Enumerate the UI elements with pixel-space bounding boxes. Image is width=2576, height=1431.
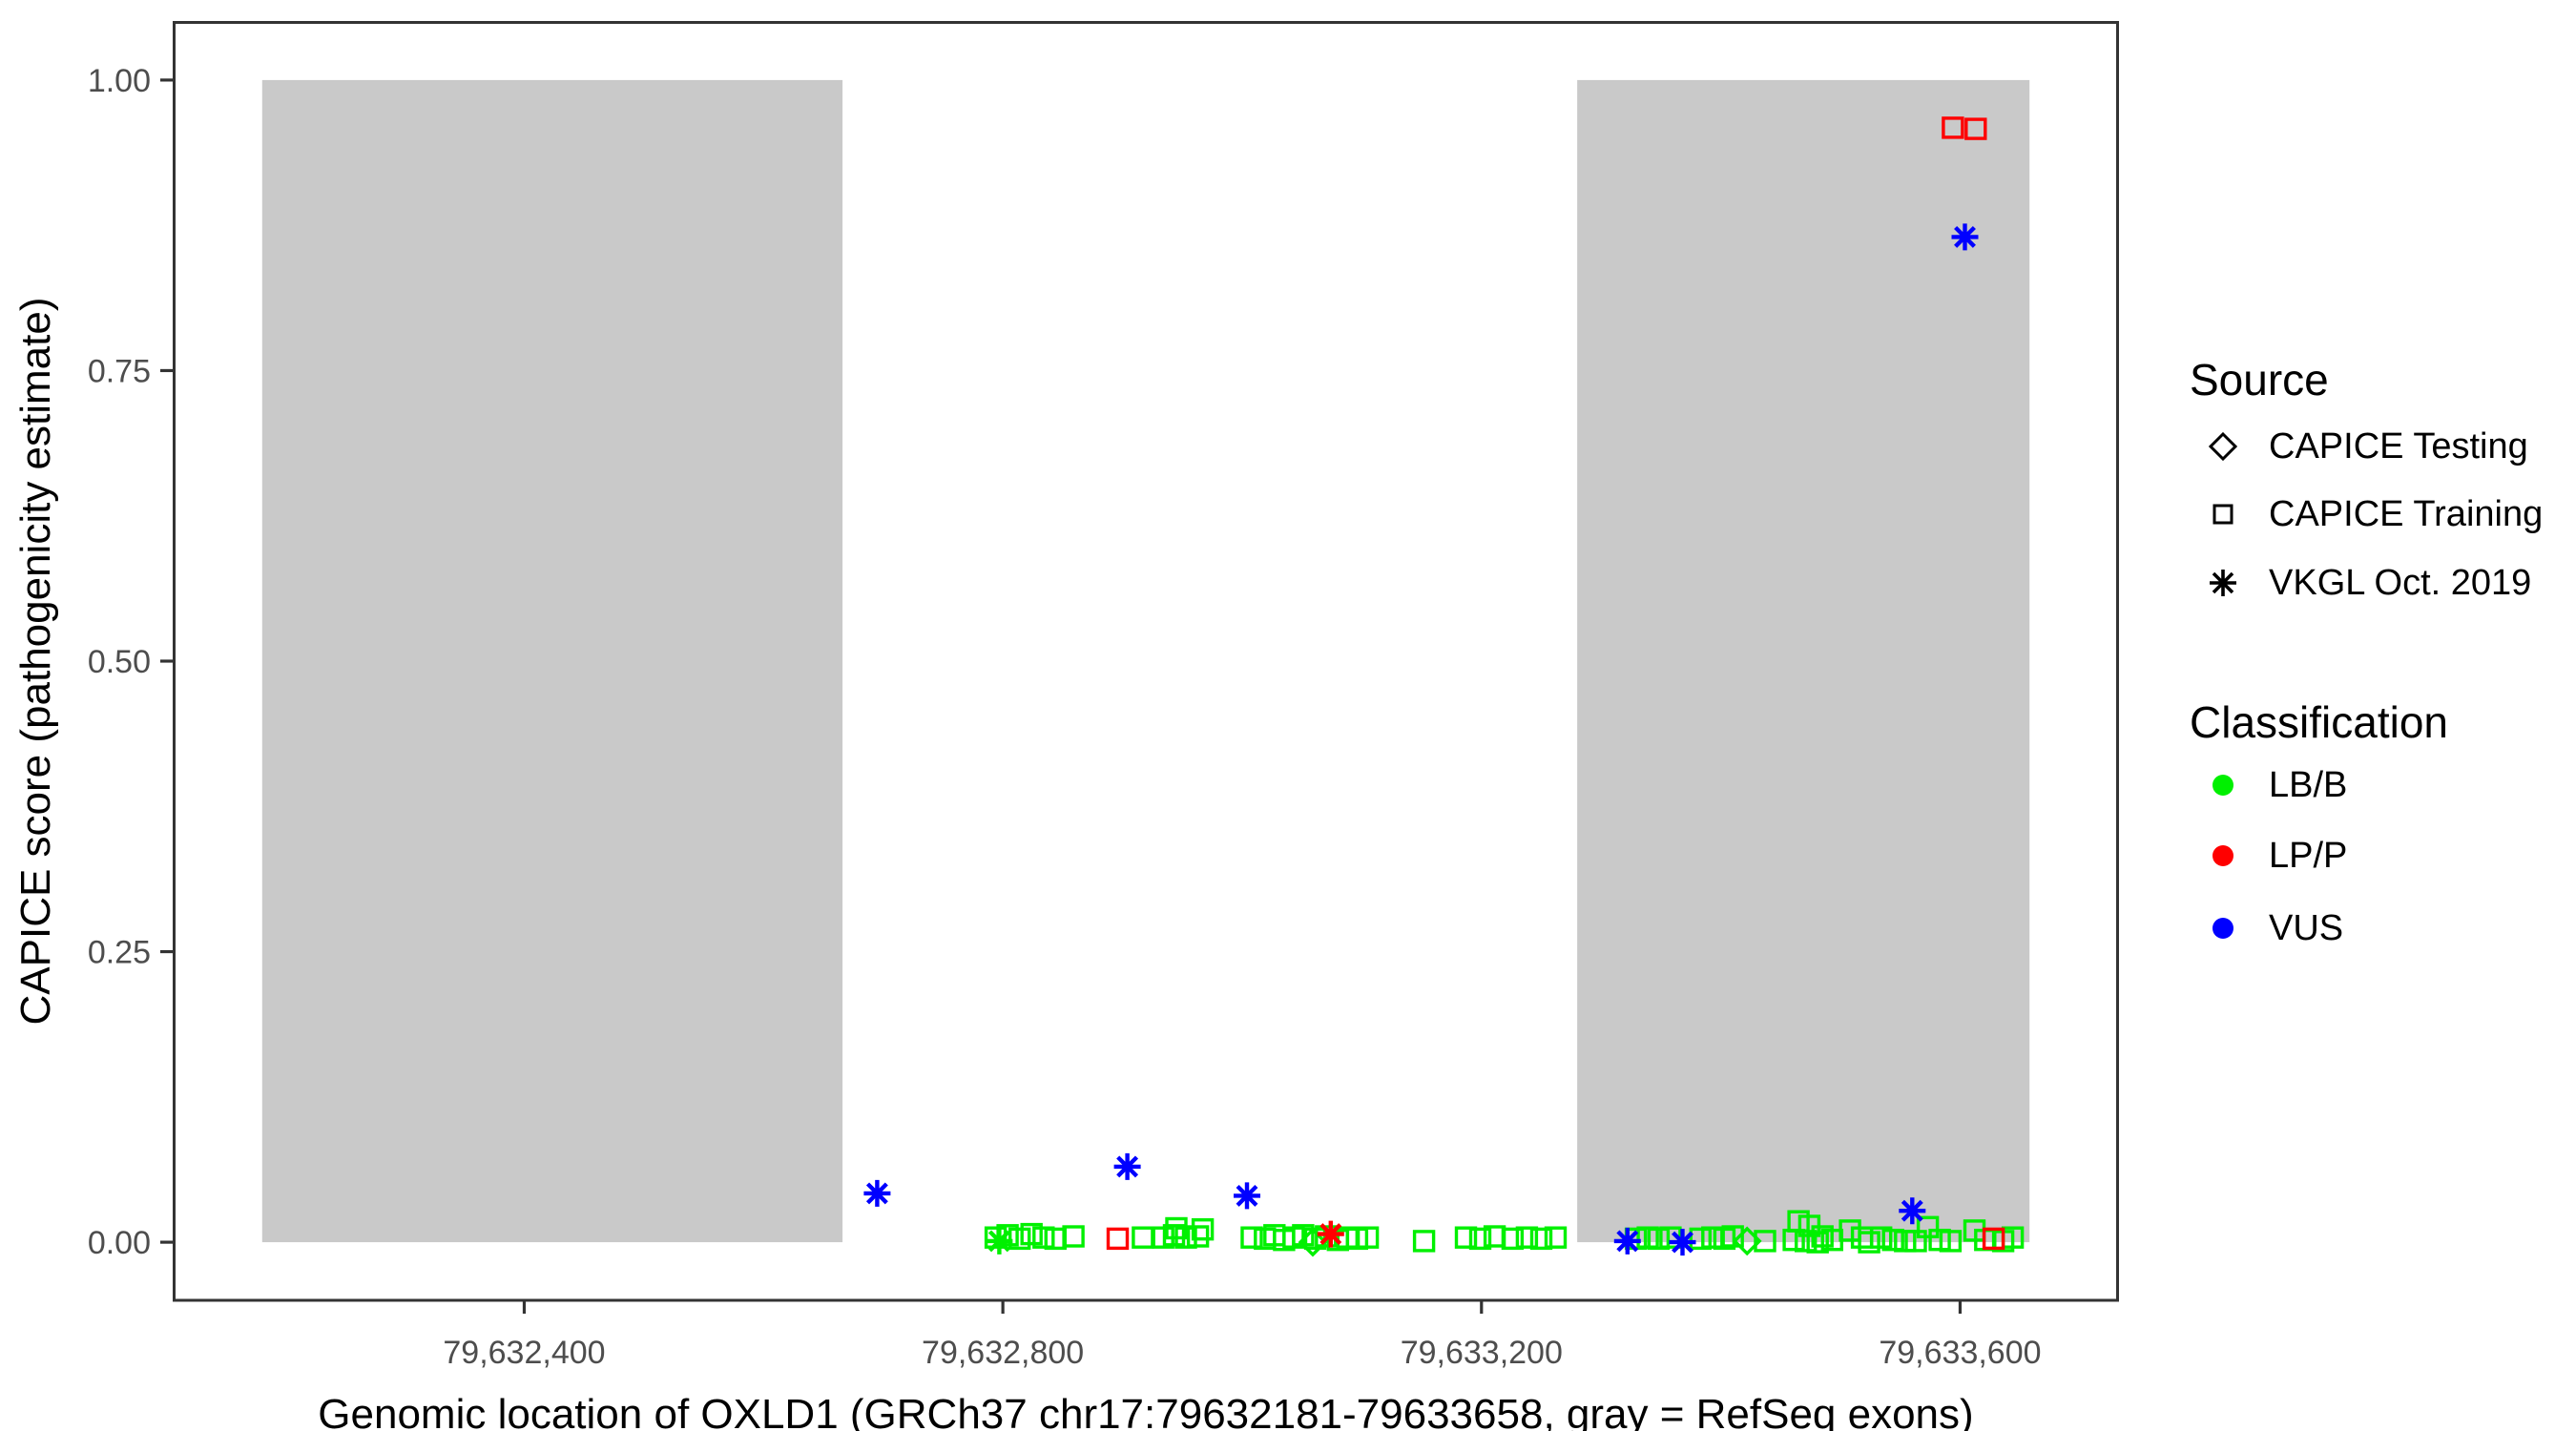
square-icon [2212, 504, 2233, 525]
data-point-square [1942, 116, 1964, 139]
diamond-icon [2208, 431, 2238, 462]
data-point-square [1062, 1225, 1085, 1248]
data-point-square [1162, 1224, 1186, 1247]
y-tick-label: 1.00 [88, 63, 151, 99]
x-axis-title: Genomic location of OXLD1 (GRCh37 chr17:… [318, 1391, 1973, 1431]
legend-item-vkgl: VKGL Oct. 2019 [2194, 560, 2531, 606]
data-point-diamond [1298, 1227, 1328, 1257]
legend-item-lbb: LB/B [2194, 762, 2347, 808]
y-axis-title: CAPICE score (pathogenicity estimate) [12, 298, 59, 1026]
data-point-square [1515, 1226, 1539, 1249]
series-vkgl-oct-2019-vus [863, 223, 1979, 1256]
asterisk-icon [2210, 570, 2236, 596]
red-dot-icon [2212, 845, 2233, 866]
data-point-square [1020, 1222, 1043, 1246]
data-point-square [1044, 1227, 1068, 1251]
y-tick-label: 0.00 [88, 1225, 151, 1261]
data-point-asterisk [1613, 1227, 1641, 1255]
data-point-square [1721, 1225, 1744, 1248]
y-tick-label: 0.75 [88, 353, 151, 389]
data-point-square [1106, 1227, 1130, 1251]
x-tick-label: 79,632,400 [443, 1335, 605, 1371]
data-point-square [1964, 117, 1987, 140]
series-vkgl-oct-2019-lb-b [986, 1227, 1013, 1255]
legend-label: VUS [2269, 907, 2344, 948]
legend-label: LP/P [2269, 835, 2348, 876]
green-dot-icon [2212, 775, 2233, 796]
data-point-square [1858, 1231, 1880, 1254]
legend-classification-title: Classification [2190, 697, 2448, 747]
data-point-square [1240, 1226, 1263, 1249]
data-point-square [1529, 1227, 1553, 1251]
data-point-square [1794, 1230, 1818, 1253]
data-point-square [1869, 1226, 1893, 1249]
data-point-square [1191, 1217, 1215, 1241]
data-point-square [1689, 1227, 1713, 1251]
data-point-square [1008, 1227, 1031, 1251]
data-point-square [1916, 1215, 1940, 1239]
data-point-square [1544, 1226, 1568, 1249]
exon-rect [1577, 79, 2030, 1243]
panel-border [173, 21, 2119, 1302]
data-point-asterisk [1951, 223, 1979, 251]
y-tick-label: 0.50 [88, 644, 151, 680]
legend-label: VKGL Oct. 2019 [2269, 562, 2532, 603]
legend-label: CAPICE Testing [2269, 425, 2528, 467]
exon-layer [261, 79, 2030, 1243]
series-capice-training-lp-p [1106, 116, 2005, 1251]
y-tick-label: 0.25 [88, 935, 151, 971]
legend-item-capice-training: CAPICE Training [2194, 491, 2543, 537]
data-point-asterisk [1234, 1182, 1260, 1210]
data-point-square [1412, 1230, 1436, 1253]
tick-layer: 79,632,400 79,632,800 79,633,200 79,633,600… [88, 63, 2042, 1371]
data-point-square [1356, 1226, 1380, 1249]
data-point-square [1186, 1225, 1210, 1248]
legend-source-title: Source [2190, 355, 2329, 404]
legend-item-vus: VUS [2194, 905, 2343, 951]
legend-label: LB/B [2269, 764, 2348, 805]
data-point-square [1647, 1227, 1671, 1251]
data-point-square [1904, 1230, 1927, 1253]
data-point-square [1754, 1230, 1776, 1253]
legend-item-capice-testing: CAPICE Testing [2194, 424, 2528, 469]
data-point-asterisk [986, 1227, 1013, 1255]
data-point-square [1881, 1228, 1904, 1252]
data-point-asterisk [1899, 1197, 1926, 1225]
x-tick-label: 79,632,800 [922, 1335, 1084, 1371]
data-point-square [1132, 1226, 1154, 1249]
data-point-square [1468, 1227, 1492, 1251]
series-vkgl-oct-2019-lp-p [1317, 1220, 1344, 1248]
blue-dot-icon [2212, 918, 2233, 939]
data-point-square [1501, 1227, 1525, 1251]
data-point-square [1454, 1226, 1478, 1249]
data-point-asterisk [1669, 1229, 1696, 1256]
legend-item-lpp: LP/P [2194, 833, 2347, 879]
exon-rect [261, 79, 843, 1243]
data-point-asterisk [863, 1179, 891, 1207]
x-tick-label: 79,633,200 [1401, 1335, 1563, 1371]
legend-label: CAPICE Training [2269, 493, 2544, 534]
x-tick-label: 79,633,600 [1879, 1335, 2041, 1371]
series-capice-training-lb-b [984, 1210, 2025, 1254]
series-capice-testing-lb-b [1298, 1226, 1762, 1257]
data-point-square [1839, 1219, 1861, 1242]
data-point-asterisk [1317, 1220, 1344, 1248]
data-point-asterisk [1113, 1152, 1141, 1180]
data-point-square [1982, 1227, 2005, 1251]
data-point-square [1806, 1231, 1829, 1254]
data-point-square [1939, 1230, 1963, 1253]
data-point-diamond [1732, 1226, 1762, 1256]
data-point-square [1032, 1226, 1055, 1249]
point-layer [863, 116, 2025, 1257]
